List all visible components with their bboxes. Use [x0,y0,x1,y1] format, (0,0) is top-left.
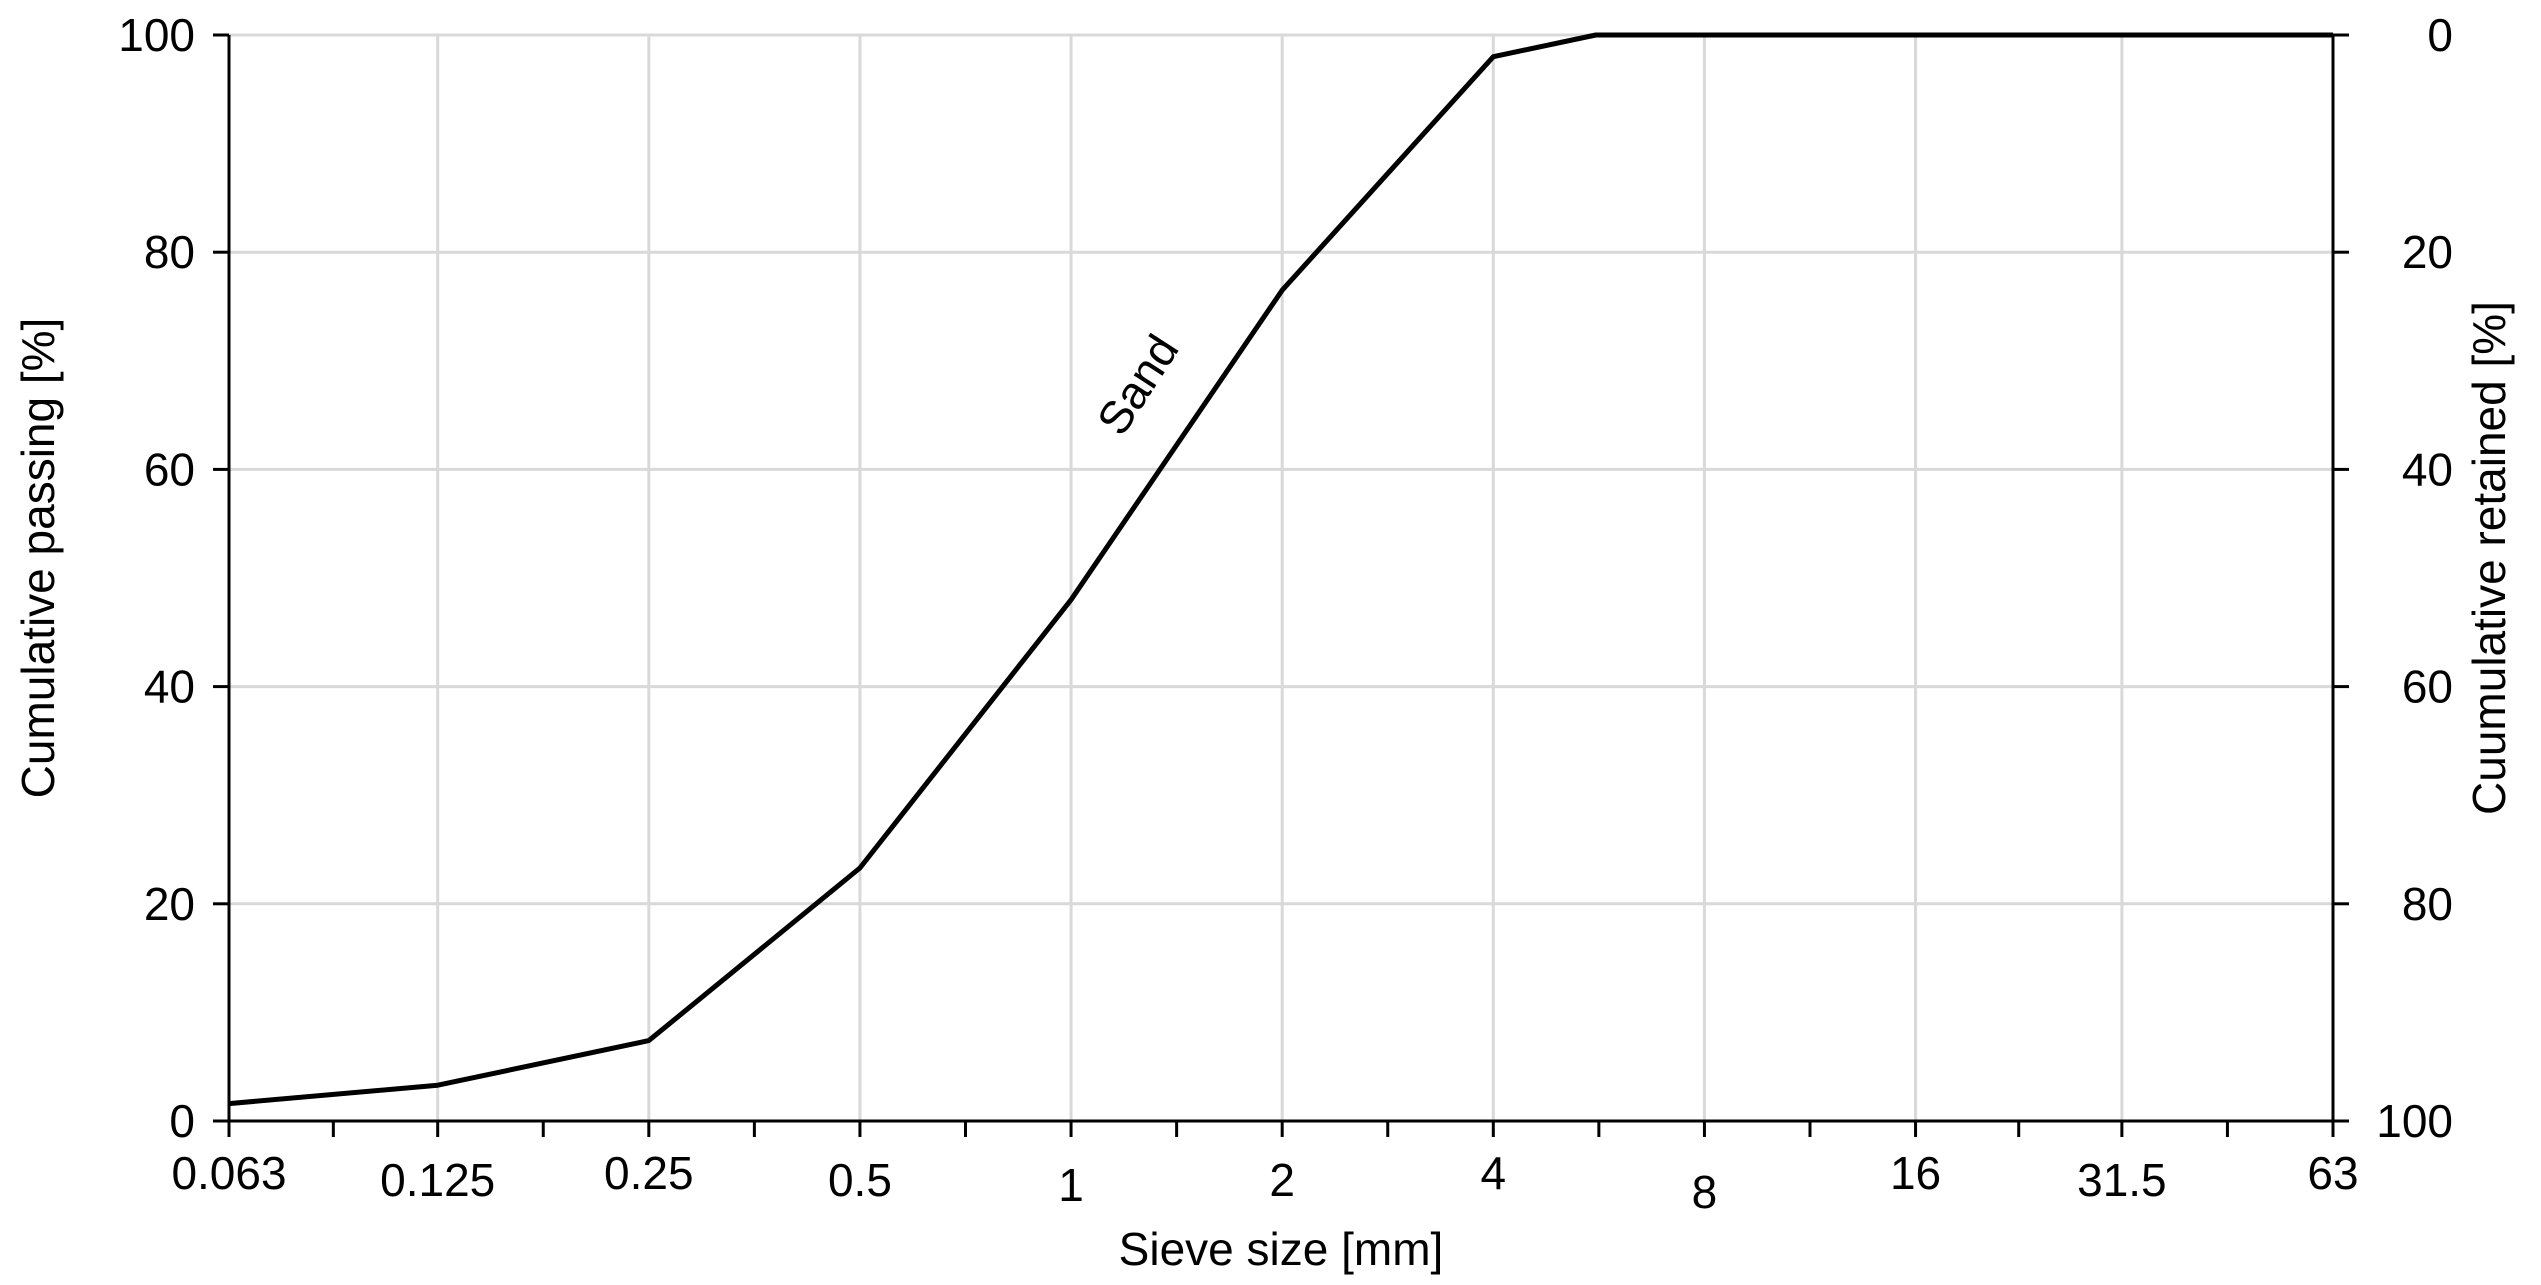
series-line-sand [228,32,2333,1107]
y-tick-label: 40 [144,661,195,713]
x-tick-label: 0.063 [171,1147,286,1199]
ticks [213,33,2349,1137]
y-tick-label: 60 [144,443,195,495]
series-layer [228,32,2333,1107]
y-axis-title: Cumulative passing [%] [12,318,64,799]
y2-tick-label: 0 [2427,9,2453,61]
x-tick-label: 31.5 [2077,1154,2167,1206]
y-tick-label: 80 [144,226,195,278]
x-tick-label: 0.125 [380,1154,495,1206]
y-tick-label: 100 [118,9,195,61]
series-annotation: Sand [1086,325,1188,443]
x-tick-label: 4 [1481,1147,1507,1199]
x-tick-label: 16 [1890,1147,1941,1199]
y2-axis-title: Cuumulative retained [%] [2463,301,2515,815]
y2-tick-label: 20 [2402,226,2453,278]
y2-tick-label: 100 [2376,1095,2453,1147]
x-tick-label: 0.25 [604,1147,694,1199]
grid [227,33,2335,1123]
x-tick-label: 8 [1692,1166,1718,1218]
x-tick-label: 0.5 [828,1154,892,1206]
x-tick-label: 2 [1269,1154,1295,1206]
y2-tick-label: 80 [2402,878,2453,930]
y-tick-label: 0 [169,1095,195,1147]
x-tick-label: 1 [1058,1159,1084,1211]
x-axis-title: Sieve size [mm] [1119,1223,1444,1275]
y-tick-label: 20 [144,878,195,930]
labels: 0.063 0.125 0.25 0.5 1 2 4 8 16 31.5 63 0 20 40 60 80 10… [12,9,2515,1275]
y2-tick-label: 40 [2402,443,2453,495]
y2-tick-label: 60 [2402,661,2453,713]
x-tick-label: 63 [2307,1147,2358,1199]
